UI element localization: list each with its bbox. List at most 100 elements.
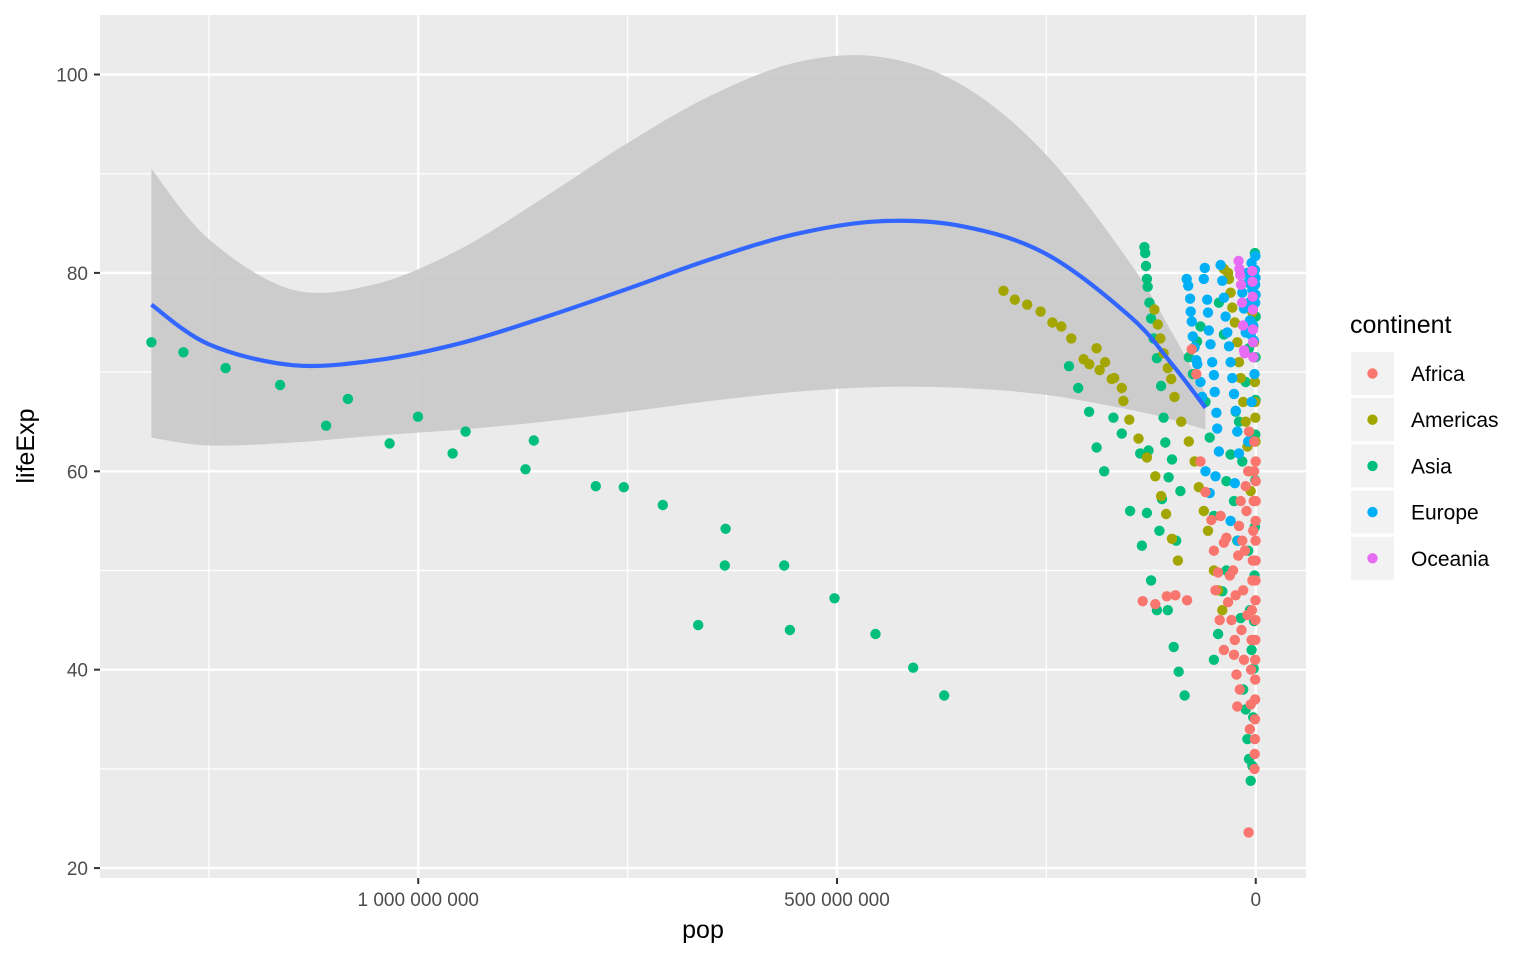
data-point-africa	[1245, 664, 1257, 675]
data-point-africa	[1221, 532, 1232, 543]
data-point-asia	[1073, 382, 1084, 394]
data-point-americas	[1091, 343, 1102, 354]
data-point-asia	[342, 393, 354, 405]
legend-swatch-asia	[1367, 460, 1378, 472]
data-point-americas	[1160, 508, 1172, 520]
data-point-asia	[528, 435, 539, 446]
data-point-africa	[1208, 545, 1220, 556]
data-point-europe	[1246, 396, 1257, 408]
data-point-asia	[779, 560, 790, 571]
data-point-asia	[719, 560, 730, 571]
data-point-americas	[1149, 304, 1160, 315]
data-point-europe	[1217, 275, 1228, 286]
data-point-asia	[1225, 449, 1236, 460]
data-point-europe	[1249, 368, 1260, 380]
data-point-africa	[1250, 535, 1261, 546]
data-point-americas	[1198, 505, 1210, 517]
data-point-asia	[1140, 247, 1151, 259]
data-point-americas	[1166, 373, 1177, 385]
data-point-africa	[1237, 535, 1248, 546]
legend-label-europe: Europe	[1411, 502, 1479, 525]
data-point-asia	[460, 426, 471, 437]
data-point-americas	[1066, 333, 1077, 344]
data-point-asia	[1168, 641, 1179, 653]
data-point-asia	[220, 362, 231, 374]
data-point-asia	[1237, 456, 1248, 467]
data-point-americas	[1021, 299, 1033, 310]
data-point-europe	[1250, 250, 1261, 262]
y-tick-label: 100	[56, 66, 88, 87]
data-point-asia	[1166, 454, 1178, 465]
data-point-africa	[1250, 595, 1261, 606]
data-point-asia	[520, 464, 531, 475]
data-point-oceania	[1247, 304, 1259, 315]
legend-swatch-americas	[1367, 414, 1378, 425]
data-point-europe	[1225, 515, 1236, 527]
data-point-africa	[1233, 550, 1244, 561]
data-point-europe	[1220, 311, 1231, 322]
data-point-europe	[1225, 357, 1236, 368]
y-tick-label: 60	[67, 462, 88, 483]
data-point-oceania	[1233, 255, 1244, 267]
data-point-americas	[1109, 372, 1120, 384]
data-point-europe	[1209, 386, 1220, 398]
data-point-africa	[1228, 649, 1240, 660]
legend-swatch-europe	[1367, 506, 1378, 518]
data-point-americas	[1250, 412, 1261, 423]
legend-label-africa: Africa	[1411, 363, 1465, 386]
data-point-africa	[1224, 570, 1236, 581]
data-point-asia	[1145, 313, 1157, 324]
data-point-americas	[1166, 533, 1178, 544]
data-point-americas	[1094, 364, 1105, 376]
data-point-europe	[1218, 292, 1230, 303]
data-point-asia	[693, 619, 704, 631]
data-point-europe	[1222, 327, 1233, 338]
data-point-asia	[1163, 472, 1174, 483]
data-point-africa	[1249, 714, 1261, 725]
data-point-americas	[1124, 414, 1135, 425]
data-point-africa	[1222, 597, 1234, 608]
data-point-asia	[1136, 540, 1148, 551]
data-point-africa	[1235, 495, 1246, 507]
data-point-asia	[1091, 442, 1102, 453]
legend: continent Africa Americas Asia Europe Oceani…	[1350, 311, 1499, 580]
data-point-asia	[1195, 321, 1206, 332]
data-point-europe	[1187, 331, 1199, 342]
data-point-africa	[1243, 426, 1255, 437]
data-point-asia	[1141, 273, 1153, 285]
data-point-americas	[1183, 436, 1195, 447]
data-point-africa	[1250, 614, 1261, 626]
data-point-africa	[1250, 456, 1261, 467]
data-point-africa	[1186, 344, 1197, 355]
x-tick-label: 1 000 000 000	[357, 890, 479, 911]
data-point-asia	[274, 379, 286, 391]
data-point-asia	[146, 337, 157, 348]
data-point-africa	[1150, 599, 1161, 610]
data-point-asia	[1083, 406, 1095, 417]
data-point-oceania	[1239, 348, 1250, 359]
data-point-europe	[1230, 405, 1241, 416]
data-point-africa	[1195, 456, 1206, 467]
data-point-americas	[1084, 359, 1095, 370]
data-point-africa	[1248, 466, 1260, 477]
data-point-americas	[1235, 372, 1246, 384]
data-point-asia	[1162, 605, 1174, 616]
data-point-europe	[1202, 294, 1213, 305]
data-point-africa	[1249, 694, 1261, 705]
data-point-europe	[1232, 426, 1243, 437]
data-point-asia	[1154, 525, 1165, 536]
data-point-africa	[1250, 674, 1261, 685]
data-point-africa	[1170, 590, 1181, 601]
data-point-europe	[1186, 316, 1198, 327]
data-point-americas	[1009, 294, 1020, 305]
data-point-americas	[1056, 321, 1067, 332]
data-point-europe	[1210, 471, 1221, 482]
data-point-oceania	[1235, 269, 1246, 281]
data-point-asia	[1141, 507, 1153, 519]
data-point-asia	[784, 624, 796, 636]
data-point-asia	[320, 420, 332, 431]
data-point-europe	[1192, 359, 1203, 370]
data-point-europe	[1200, 466, 1211, 477]
data-point-europe	[1202, 307, 1214, 318]
y-tick-label: 20	[67, 859, 88, 880]
